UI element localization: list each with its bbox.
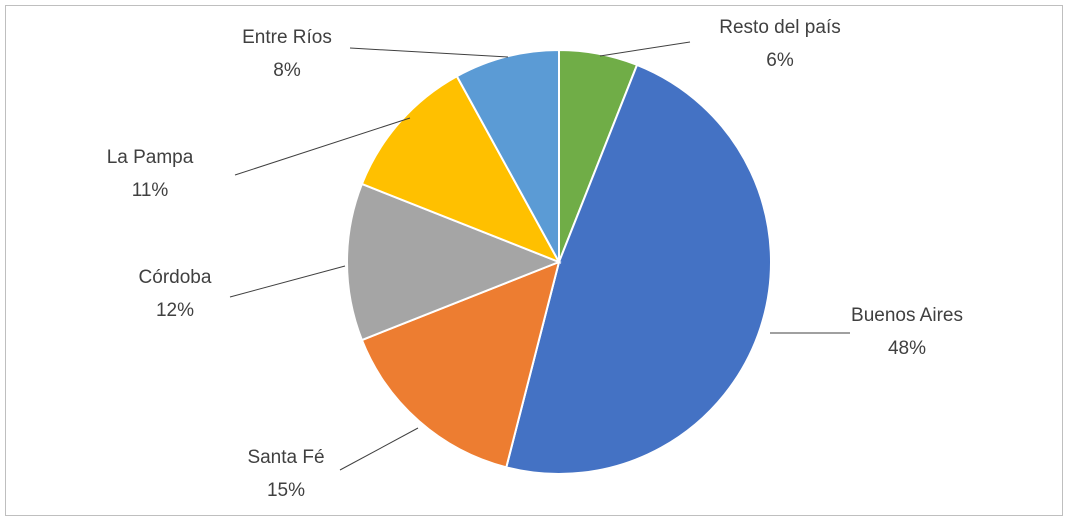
leader-line — [234, 117, 411, 176]
value-label: 8% — [273, 60, 301, 81]
pie-slice — [505, 63, 773, 475]
category-label: Santa Fé — [247, 447, 324, 468]
value-label: 11% — [132, 180, 169, 201]
value-label: 15% — [267, 480, 305, 501]
category-label: Córdoba — [139, 267, 212, 288]
category-label: Buenos Aires — [851, 305, 963, 326]
category-label: Entre Ríos — [242, 27, 332, 48]
category-label: Resto del país — [719, 17, 840, 38]
category-label: La Pampa — [107, 147, 194, 168]
value-label: 12% — [156, 300, 194, 321]
leader-line — [349, 47, 509, 58]
pie-slice — [360, 260, 561, 469]
value-label: 6% — [766, 50, 794, 71]
pie-slice — [360, 74, 562, 264]
leader-line — [229, 265, 346, 298]
leader-line — [339, 427, 419, 471]
value-label: 48% — [888, 338, 926, 359]
leader-line — [599, 41, 691, 57]
pie-slice — [346, 182, 562, 342]
